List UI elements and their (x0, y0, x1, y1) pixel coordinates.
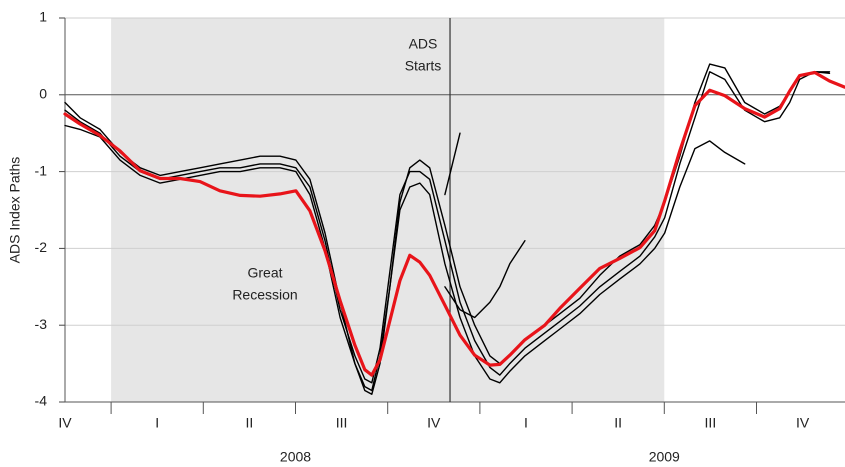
x-tick-label: III (336, 415, 348, 431)
recession-shade (111, 18, 665, 402)
annotation: Recession (232, 287, 297, 303)
y-tick-label: -1 (35, 162, 48, 178)
year-label: 2008 (280, 449, 311, 465)
y-tick-label: -3 (35, 316, 48, 332)
y-tick-label: -2 (35, 239, 48, 255)
y-tick-label: 1 (39, 9, 47, 25)
y-axis-label: ADS Index Paths (7, 157, 23, 264)
y-tick-label: 0 (39, 86, 47, 102)
path-line (64, 71, 831, 384)
annotation: Starts (405, 58, 442, 74)
y-tick-label: -4 (35, 393, 48, 409)
annotation: Great (247, 265, 282, 281)
path-line (444, 132, 461, 196)
path-line (64, 124, 746, 392)
year-label: 2009 (649, 449, 680, 465)
path-line (444, 240, 526, 319)
x-tick-label: I (524, 415, 528, 431)
x-tick-label: III (705, 415, 717, 431)
x-tick-label: IV (58, 415, 72, 431)
x-tick-label: IV (796, 415, 810, 431)
x-tick-label: II (246, 415, 254, 431)
x-tick-label: II (614, 415, 622, 431)
x-tick-label: I (155, 415, 159, 431)
highlight-line (63, 70, 845, 377)
path-line (64, 63, 831, 395)
annotation: ADS (409, 36, 438, 52)
x-tick-label: IV (427, 415, 441, 431)
